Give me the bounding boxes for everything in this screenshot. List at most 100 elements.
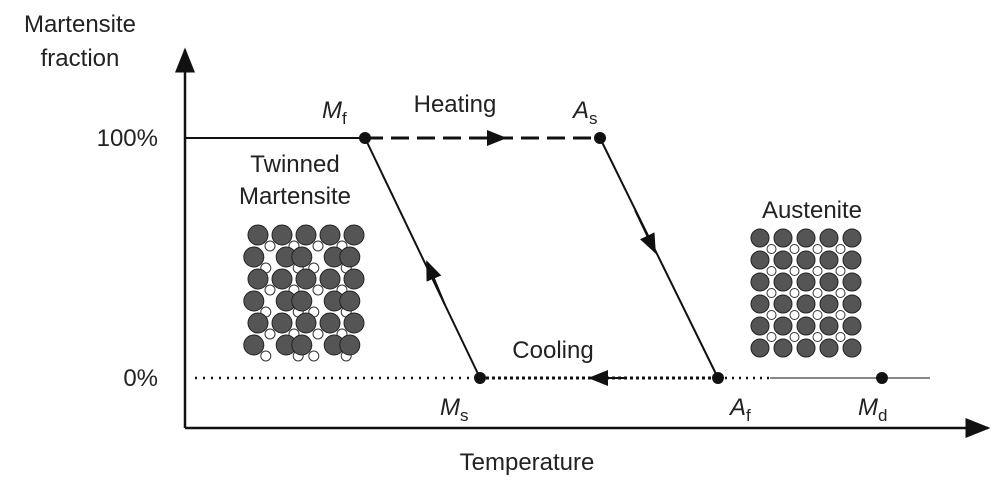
atom xyxy=(292,291,312,311)
point-subscript: f xyxy=(746,406,751,425)
atom xyxy=(320,269,340,289)
atom xyxy=(820,229,838,247)
point-subscript: f xyxy=(342,109,347,128)
atom xyxy=(751,229,769,247)
atom xyxy=(344,313,364,333)
y-axis-label: fraction xyxy=(41,45,120,72)
point-label: Ms xyxy=(440,394,469,425)
atom xyxy=(272,313,292,333)
atom xyxy=(248,225,268,245)
point-symbol: A xyxy=(728,394,746,421)
atom xyxy=(751,273,769,291)
atom xyxy=(797,229,815,247)
point-symbol: M xyxy=(858,394,878,421)
atom xyxy=(751,295,769,313)
atom xyxy=(843,317,861,335)
atom xyxy=(313,285,323,295)
phase-label: Twinned xyxy=(250,151,339,178)
atom xyxy=(836,311,845,320)
atom xyxy=(774,273,792,291)
line xyxy=(365,138,480,378)
atom xyxy=(313,241,323,251)
atom xyxy=(797,339,815,357)
atom xyxy=(774,295,792,313)
atom xyxy=(843,295,861,313)
point-symbol: M xyxy=(440,394,460,421)
point-symbol: A xyxy=(571,97,589,124)
atom xyxy=(767,245,776,254)
atom xyxy=(265,241,275,251)
atom xyxy=(790,289,799,298)
atom xyxy=(797,295,815,313)
atom xyxy=(843,339,861,357)
point-subscript: s xyxy=(589,109,598,128)
atom xyxy=(790,333,799,342)
atom xyxy=(813,267,822,276)
atom xyxy=(340,247,360,267)
atom xyxy=(751,339,769,357)
point xyxy=(876,372,888,384)
x-axis-label: Temperature xyxy=(460,449,595,476)
tick-label: 0% xyxy=(123,365,158,392)
point-label: Md xyxy=(858,394,887,425)
atom xyxy=(244,247,264,267)
atom xyxy=(751,251,769,269)
heating-label: Heating xyxy=(414,91,497,118)
y-axis-label: Martensite xyxy=(24,11,136,38)
atom xyxy=(797,251,815,269)
atom xyxy=(813,245,822,254)
atom xyxy=(292,335,312,355)
point xyxy=(474,372,486,384)
atom xyxy=(774,339,792,357)
arrow xyxy=(635,210,655,252)
line xyxy=(600,138,718,378)
atom xyxy=(340,335,360,355)
phase-label: Martensite xyxy=(239,183,351,210)
atom xyxy=(296,313,316,333)
atom xyxy=(790,267,799,276)
atom xyxy=(309,351,319,361)
atom xyxy=(843,273,861,291)
atom xyxy=(820,251,838,269)
atom xyxy=(813,311,822,320)
atom xyxy=(272,225,292,245)
point xyxy=(359,132,371,144)
atom xyxy=(836,333,845,342)
atom xyxy=(774,229,792,247)
atom xyxy=(340,291,360,311)
atom xyxy=(296,225,316,245)
atom xyxy=(265,285,275,295)
atom xyxy=(797,317,815,335)
atom xyxy=(244,335,264,355)
diagram: Martensite fraction Temperature 100% 0% … xyxy=(0,0,998,480)
atom xyxy=(265,329,275,339)
twinned-lattice xyxy=(244,225,364,361)
point-subscript: s xyxy=(460,406,469,425)
atom xyxy=(344,225,364,245)
atom xyxy=(767,267,776,276)
atom xyxy=(843,229,861,247)
point-label: Mf xyxy=(322,97,347,128)
atom xyxy=(248,313,268,333)
atom xyxy=(248,269,268,289)
phase-label: Austenite xyxy=(762,197,862,224)
arrow xyxy=(427,262,445,305)
point-subscript: d xyxy=(878,406,887,425)
atom xyxy=(751,317,769,335)
atom xyxy=(767,333,776,342)
atom xyxy=(261,351,271,361)
atom xyxy=(813,333,822,342)
atom xyxy=(296,269,316,289)
point-label: Af xyxy=(728,394,751,425)
atom xyxy=(774,317,792,335)
atom xyxy=(797,273,815,291)
atom xyxy=(320,225,340,245)
atom xyxy=(292,247,312,267)
atom xyxy=(820,295,838,313)
atom xyxy=(272,269,292,289)
atom xyxy=(774,251,792,269)
atom xyxy=(843,251,861,269)
atom xyxy=(320,313,340,333)
atom xyxy=(836,245,845,254)
atom xyxy=(313,329,323,339)
